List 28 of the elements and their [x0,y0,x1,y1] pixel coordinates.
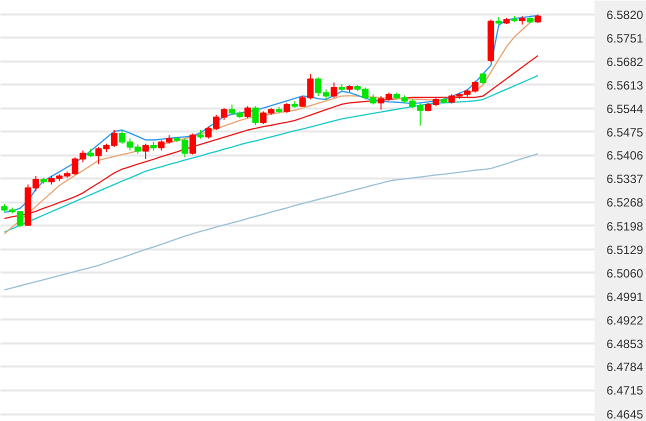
candlestick [244,106,251,119]
y-tick-label: 6.4645 [606,408,644,421]
candlestick [252,106,259,126]
y-tick-label: 6.5544 [606,102,644,116]
y-tick-label: 6.4922 [606,313,644,328]
candlestick [142,143,149,160]
y-tick-label: 6.5406 [606,148,644,163]
line-series [4,75,539,233]
y-tick-label: 6.5751 [606,31,644,46]
line-series [4,54,539,220]
y-tick-label: 6.5268 [606,196,644,210]
y-tick-label: 6.5820 [606,8,644,22]
y-tick-label: 6.4715 [606,384,644,398]
y-tick-label: 6.5060 [606,266,644,280]
y-tick-label: 6.4853 [606,336,644,351]
y-tick-label: 6.5129 [606,242,644,257]
candlestick [480,72,486,85]
candlestick [189,132,196,156]
line-series [4,153,539,291]
y-tick-label: 6.4784 [606,360,644,374]
y-tick-label: 6.5475 [606,125,644,140]
y-tick-label: 6.5337 [606,172,644,186]
y-tick-label: 6.5198 [606,219,644,234]
candlestick [330,82,338,98]
y-tick-label: 6.4991 [606,290,644,304]
candlestick [284,102,290,114]
y-tick-label: 6.5613 [606,78,644,92]
y-tick-label: 6.5682 [606,54,644,69]
